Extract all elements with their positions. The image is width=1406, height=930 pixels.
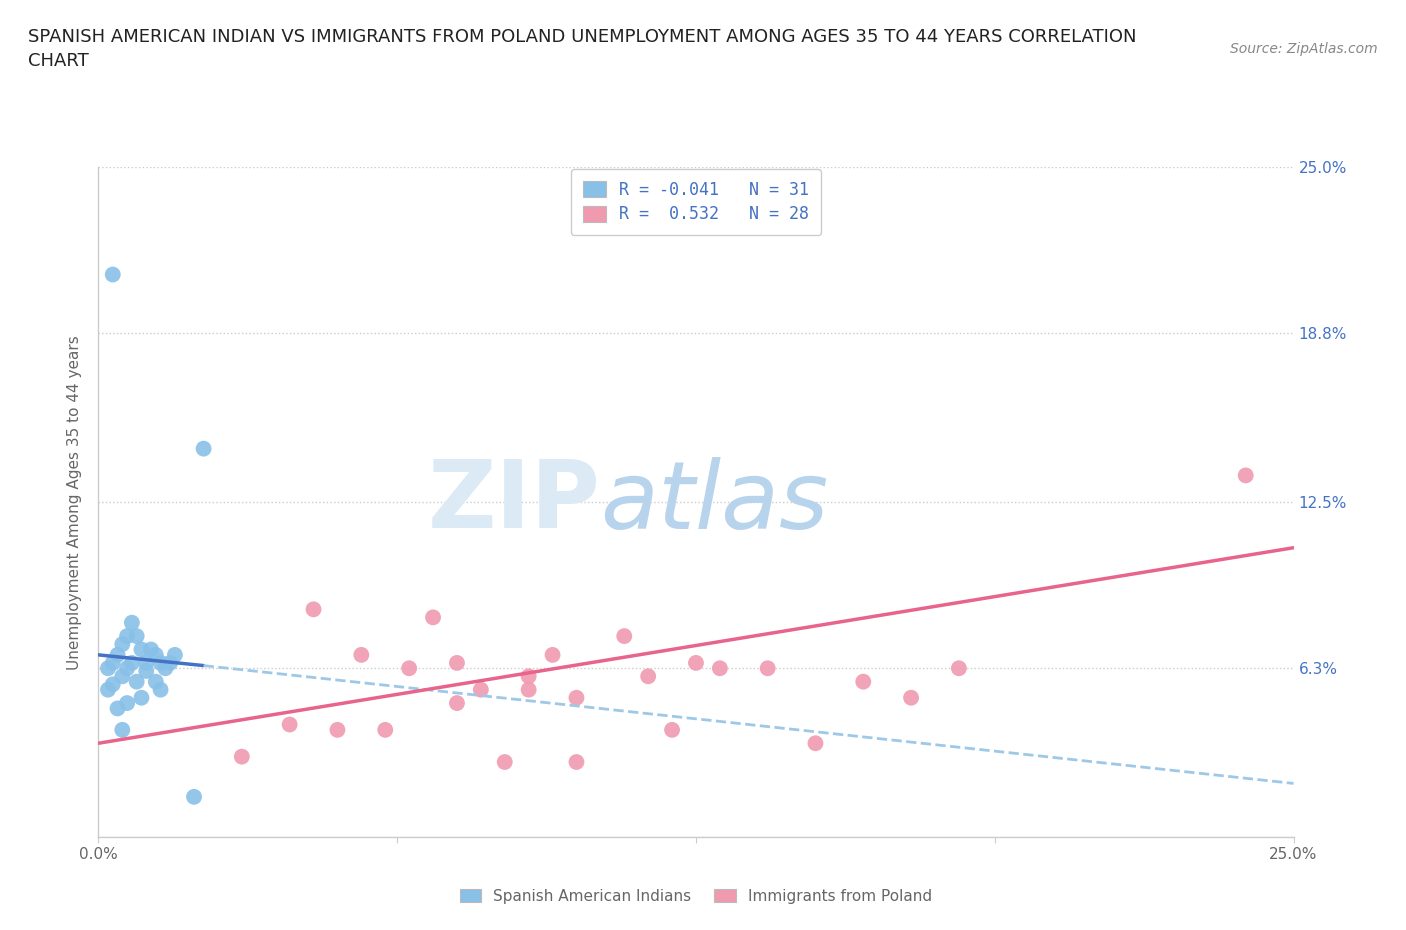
Point: [183, 790, 205, 804]
Point: [111, 637, 134, 652]
Point: [350, 647, 373, 662]
Point: [231, 750, 253, 764]
Text: Source: ZipAtlas.com: Source: ZipAtlas.com: [1230, 42, 1378, 56]
Point: [948, 661, 970, 676]
Point: [278, 717, 301, 732]
Point: [101, 656, 124, 671]
Point: [97, 683, 120, 698]
Point: [149, 683, 172, 698]
Point: [685, 656, 707, 671]
Point: [756, 661, 779, 676]
Point: [661, 723, 683, 737]
Point: [1234, 468, 1257, 483]
Point: [374, 723, 396, 737]
Point: [517, 669, 540, 684]
Text: ZIP: ZIP: [427, 457, 600, 548]
Point: [517, 683, 540, 698]
Point: [422, 610, 444, 625]
Point: [709, 661, 731, 676]
Point: [494, 754, 516, 769]
Point: [135, 656, 157, 671]
Point: [107, 701, 129, 716]
Point: [565, 690, 588, 705]
Point: [135, 663, 157, 678]
Point: [613, 629, 636, 644]
Point: [155, 661, 177, 676]
Point: [131, 642, 153, 657]
Point: [149, 656, 172, 671]
Point: [115, 696, 138, 711]
Point: [193, 441, 215, 456]
Point: [111, 723, 134, 737]
Point: [101, 267, 124, 282]
Text: SPANISH AMERICAN INDIAN VS IMMIGRANTS FROM POLAND UNEMPLOYMENT AMONG AGES 35 TO : SPANISH AMERICAN INDIAN VS IMMIGRANTS FR…: [28, 28, 1136, 70]
Point: [446, 656, 468, 671]
Point: [852, 674, 875, 689]
Point: [159, 656, 181, 671]
Point: [446, 696, 468, 711]
Point: [326, 723, 349, 737]
Point: [125, 629, 148, 644]
Point: [115, 661, 138, 676]
Point: [107, 647, 129, 662]
Point: [470, 683, 492, 698]
Point: [302, 602, 325, 617]
Point: [121, 656, 143, 671]
Point: [145, 647, 167, 662]
Point: [139, 642, 162, 657]
Point: [900, 690, 922, 705]
Point: [804, 736, 827, 751]
Point: [97, 661, 120, 676]
Point: [131, 690, 153, 705]
Y-axis label: Unemployment Among Ages 35 to 44 years: Unemployment Among Ages 35 to 44 years: [67, 335, 83, 670]
Legend: Spanish American Indians, Immigrants from Poland: Spanish American Indians, Immigrants fro…: [454, 883, 938, 910]
Point: [101, 677, 124, 692]
Text: atlas: atlas: [600, 457, 828, 548]
Point: [565, 754, 588, 769]
Point: [145, 674, 167, 689]
Point: [163, 647, 186, 662]
Point: [125, 674, 148, 689]
Point: [398, 661, 420, 676]
Point: [637, 669, 659, 684]
Point: [115, 629, 138, 644]
Point: [541, 647, 564, 662]
Point: [121, 616, 143, 631]
Point: [111, 669, 134, 684]
